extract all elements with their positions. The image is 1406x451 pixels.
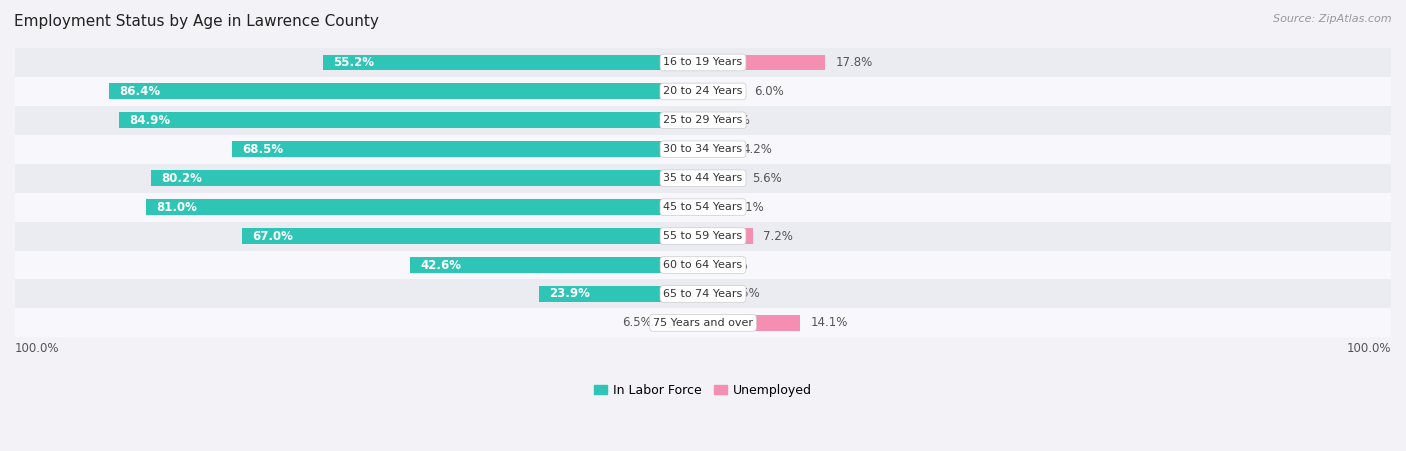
Text: 20 to 24 Years: 20 to 24 Years — [664, 87, 742, 97]
Bar — [15, 308, 1391, 337]
Text: 100.0%: 100.0% — [1347, 342, 1391, 354]
Bar — [703, 199, 724, 215]
Text: 30 to 34 Years: 30 to 34 Years — [664, 144, 742, 154]
Text: 42.6%: 42.6% — [420, 258, 461, 272]
Text: 6.0%: 6.0% — [755, 85, 785, 98]
Bar — [108, 83, 703, 99]
Bar — [703, 55, 825, 70]
Text: 7.2%: 7.2% — [763, 230, 793, 243]
Bar — [15, 48, 1391, 77]
Text: 23.9%: 23.9% — [548, 287, 589, 300]
Bar — [242, 228, 703, 244]
Bar — [15, 164, 1391, 193]
Bar — [703, 170, 741, 186]
Text: 68.5%: 68.5% — [242, 143, 283, 156]
Bar — [152, 170, 703, 186]
Bar — [658, 315, 703, 331]
Bar — [703, 286, 720, 302]
Text: 65 to 74 Years: 65 to 74 Years — [664, 289, 742, 299]
Bar — [703, 112, 710, 128]
Bar — [120, 112, 703, 128]
Bar — [15, 135, 1391, 164]
Text: 80.2%: 80.2% — [162, 172, 202, 185]
Text: 17.8%: 17.8% — [835, 56, 873, 69]
Bar — [15, 106, 1391, 135]
Text: 81.0%: 81.0% — [156, 201, 197, 214]
Text: 25 to 29 Years: 25 to 29 Years — [664, 115, 742, 125]
Text: 35 to 44 Years: 35 to 44 Years — [664, 173, 742, 183]
Bar — [703, 83, 744, 99]
Bar — [15, 280, 1391, 308]
Bar — [703, 141, 733, 157]
Bar — [232, 141, 703, 157]
Text: 67.0%: 67.0% — [252, 230, 294, 243]
Text: 0.7%: 0.7% — [718, 258, 748, 272]
Text: 16 to 19 Years: 16 to 19 Years — [664, 57, 742, 68]
Text: 100.0%: 100.0% — [15, 342, 59, 354]
Text: 55.2%: 55.2% — [333, 56, 374, 69]
Bar — [703, 228, 752, 244]
Text: 60 to 64 Years: 60 to 64 Years — [664, 260, 742, 270]
Text: Employment Status by Age in Lawrence County: Employment Status by Age in Lawrence Cou… — [14, 14, 380, 28]
Bar — [323, 55, 703, 70]
Bar — [411, 257, 703, 273]
Text: 2.5%: 2.5% — [731, 287, 761, 300]
Bar — [15, 193, 1391, 221]
Text: 5.6%: 5.6% — [752, 172, 782, 185]
Bar — [703, 315, 800, 331]
Bar — [538, 286, 703, 302]
Bar — [15, 251, 1391, 280]
Text: 86.4%: 86.4% — [120, 85, 160, 98]
Text: 1.1%: 1.1% — [721, 114, 751, 127]
Bar — [703, 257, 707, 273]
Text: 45 to 54 Years: 45 to 54 Years — [664, 202, 742, 212]
Text: 55 to 59 Years: 55 to 59 Years — [664, 231, 742, 241]
Bar — [15, 221, 1391, 251]
Text: 3.1%: 3.1% — [735, 201, 765, 214]
Bar — [15, 77, 1391, 106]
Text: 84.9%: 84.9% — [129, 114, 170, 127]
Text: 4.2%: 4.2% — [742, 143, 772, 156]
Text: 6.5%: 6.5% — [621, 317, 651, 329]
Text: Source: ZipAtlas.com: Source: ZipAtlas.com — [1274, 14, 1392, 23]
Text: 14.1%: 14.1% — [810, 317, 848, 329]
Legend: In Labor Force, Unemployed: In Labor Force, Unemployed — [595, 384, 811, 397]
Bar — [146, 199, 703, 215]
Text: 75 Years and over: 75 Years and over — [652, 318, 754, 328]
